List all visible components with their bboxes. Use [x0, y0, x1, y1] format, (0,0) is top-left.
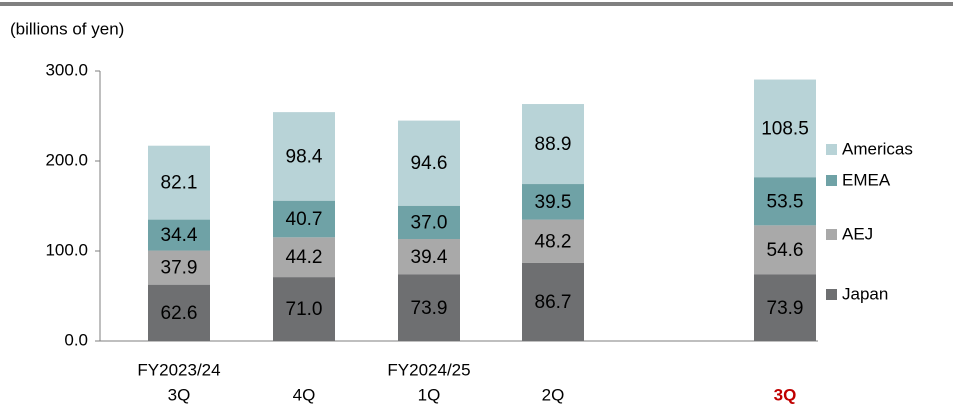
bar-segment: [522, 104, 584, 185]
x-tick-label: 1Q: [418, 385, 441, 404]
value-label: 48.2: [535, 231, 572, 252]
value-label: 54.6: [767, 240, 804, 261]
bar-segment: [273, 112, 335, 201]
x-tick-label: 3Q: [774, 385, 797, 404]
value-label: 37.9: [161, 258, 198, 279]
bar-segment: [754, 177, 816, 226]
legend-label: Japan: [842, 284, 888, 303]
bar-segment: [273, 237, 335, 278]
bar-segment: [522, 219, 584, 263]
bar-segment: [148, 250, 210, 285]
bar-segment: [148, 145, 210, 220]
bar-segment: [398, 274, 460, 341]
bar-segment: [273, 200, 335, 238]
value-label: 94.6: [411, 153, 448, 174]
bar-segment: [398, 205, 460, 240]
y-tick-label: 200.0: [45, 150, 88, 169]
x-tick-label: 3Q: [168, 385, 191, 404]
legend-swatch: [826, 229, 837, 240]
x-tick-label: 4Q: [293, 385, 316, 404]
x-tick-label: 2Q: [542, 385, 565, 404]
value-label: 82.1: [161, 173, 198, 194]
legend-label: EMEA: [842, 170, 891, 189]
value-label: 44.2: [286, 247, 323, 268]
x-group-label: FY2024/25: [387, 360, 470, 379]
value-label: 88.9: [535, 134, 572, 155]
bar-segment: [148, 219, 210, 251]
legend-label: Americas: [842, 139, 913, 158]
value-label: 39.4: [411, 247, 448, 268]
value-label: 40.7: [286, 209, 323, 230]
value-label: 34.4: [161, 225, 198, 246]
bar-segment: [148, 284, 210, 341]
bar-segment: [754, 225, 816, 275]
x-group-label: FY2023/24: [137, 360, 220, 379]
bar-segment: [754, 79, 816, 178]
value-label: 37.0: [411, 212, 448, 233]
value-label: 53.5: [767, 191, 804, 212]
y-tick-label: 300.0: [45, 60, 88, 79]
legend-swatch: [826, 144, 837, 155]
bar-segment: [273, 277, 335, 341]
legend-swatch: [826, 175, 837, 186]
bar-segment: [398, 239, 460, 275]
value-label: 108.5: [761, 118, 809, 139]
bar-segment: [522, 262, 584, 341]
value-label: 98.4: [286, 146, 323, 167]
value-label: 73.9: [767, 298, 804, 319]
y-tick-label: 100.0: [45, 240, 88, 259]
value-label: 39.5: [535, 192, 572, 213]
axis-label: (billions of yen): [10, 19, 124, 38]
bar-segment: [522, 184, 584, 220]
value-label: 73.9: [411, 298, 448, 319]
bar-segment: [754, 274, 816, 341]
bar-segment: [398, 120, 460, 206]
value-label: 71.0: [286, 299, 323, 320]
legend-swatch: [826, 289, 837, 300]
value-label: 62.6: [161, 303, 198, 324]
value-label: 86.7: [535, 292, 572, 313]
y-tick-label: 0.0: [64, 330, 88, 349]
legend-label: AEJ: [842, 224, 873, 243]
